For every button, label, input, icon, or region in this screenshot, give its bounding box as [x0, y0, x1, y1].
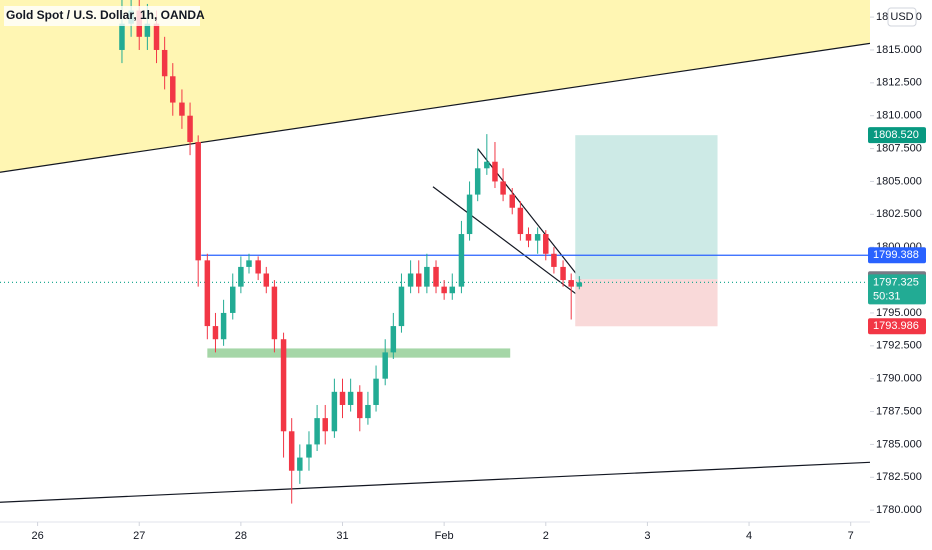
- candle-body: [517, 207, 524, 235]
- price-label-background: [868, 127, 926, 144]
- x-tick-label: 31: [336, 530, 348, 542]
- candle-body: [288, 431, 295, 471]
- candle-body: [195, 142, 201, 261]
- x-tick-label: 26: [31, 530, 43, 542]
- candle-body: [212, 326, 219, 340]
- price-label: 1808.520: [873, 129, 919, 141]
- candle-body: [560, 266, 566, 281]
- candle-body: [568, 280, 574, 287]
- zone: [575, 135, 718, 280]
- candle-body: [271, 286, 278, 340]
- candle-body: [373, 378, 379, 405]
- candle-body: [534, 234, 541, 241]
- candle-body: [314, 418, 320, 445]
- currency-badge[interactable]: [887, 7, 917, 27]
- price-label: 1797.325: [873, 276, 919, 288]
- candle-body: [339, 391, 346, 405]
- candle-body: [322, 418, 328, 432]
- trend-line: [0, 461, 870, 503]
- candle-body: [230, 286, 236, 313]
- candle-body: [492, 161, 498, 182]
- candle-body: [382, 352, 388, 379]
- y-tick-label: 1790.000: [876, 373, 922, 385]
- x-tick-label: Feb: [435, 530, 454, 542]
- plot-area: [0, 0, 870, 504]
- x-tick-label: 2: [543, 530, 549, 542]
- candle-body: [466, 194, 473, 235]
- candle-body: [484, 161, 490, 169]
- y-tick-label: 1787.500: [876, 405, 922, 417]
- candle-body: [161, 49, 168, 77]
- x-tick-label: 28: [235, 530, 247, 542]
- y-tick-label: 1795.000: [876, 307, 922, 319]
- y-tick-label: 1807.500: [876, 142, 922, 154]
- candle-body: [204, 260, 211, 327]
- price-label: 1793.986: [873, 320, 919, 332]
- y-tick-label: 1780.000: [876, 504, 922, 516]
- candle-body: [119, 23, 125, 50]
- candle-body: [170, 76, 176, 103]
- countdown: 50:31: [873, 290, 901, 302]
- y-tick-label: 1810.000: [876, 110, 922, 122]
- candle-body: [246, 260, 252, 267]
- candle-body: [543, 234, 549, 254]
- y-tick-label: 1812.500: [876, 77, 922, 89]
- candle-body: [415, 273, 422, 287]
- candle-body: [509, 194, 515, 208]
- zone: [207, 348, 511, 358]
- candle-body: [398, 286, 405, 327]
- price-label-background: [868, 274, 926, 305]
- candle-body: [220, 312, 227, 340]
- zone: [0, 0, 870, 173]
- currency-label: USD: [890, 11, 913, 23]
- chart-title: Gold Spot / U.S. Dollar, 1h, OANDA: [6, 8, 205, 22]
- zone-edge: [0, 42, 870, 173]
- candle-body: [474, 168, 481, 195]
- candle-body: [551, 253, 557, 267]
- candle-body: [365, 404, 371, 419]
- x-tick-label: 3: [644, 530, 650, 542]
- candle-body: [187, 115, 193, 143]
- x-tick-label: 4: [746, 530, 752, 542]
- candle-body: [347, 391, 354, 405]
- candle-body: [144, 23, 151, 37]
- candle-body: [280, 339, 287, 432]
- axes: [0, 16, 874, 526]
- candle-body: [390, 326, 397, 353]
- price-label: 1799.388: [873, 249, 919, 261]
- price-label-background: [868, 247, 926, 264]
- candle-body: [441, 286, 447, 294]
- y-tick-label: 1815.000: [876, 44, 922, 56]
- zone: [575, 279, 718, 327]
- candle-body: [424, 266, 430, 287]
- candle-body: [331, 391, 338, 432]
- price-label-background: [868, 318, 926, 335]
- candle-body: [153, 23, 160, 50]
- y-tick-label: 1792.500: [876, 340, 922, 352]
- candle-body: [576, 282, 583, 287]
- candle-body: [357, 391, 363, 419]
- title-background: [4, 6, 200, 26]
- candle-body: [306, 444, 312, 458]
- x-tick-label: 7: [848, 530, 854, 542]
- candle-body: [407, 273, 414, 287]
- candle-body: [433, 266, 439, 287]
- y-tick-label: 1805.000: [876, 175, 922, 187]
- y-tick-label: 1802.500: [876, 208, 922, 220]
- candle-body: [263, 273, 270, 287]
- candle-body: [238, 266, 244, 287]
- y-tick-label: 1782.500: [876, 471, 922, 483]
- candle-body: [255, 260, 261, 274]
- x-tick-label: 27: [133, 530, 145, 542]
- candle-body: [458, 234, 465, 287]
- trend-line: [432, 186, 588, 303]
- candle-body: [449, 286, 456, 294]
- candle-body: [500, 181, 506, 195]
- candle-body: [297, 457, 303, 471]
- candle-body: [179, 102, 185, 116]
- y-tick-label: 1785.000: [876, 438, 922, 450]
- candle-body: [525, 234, 532, 241]
